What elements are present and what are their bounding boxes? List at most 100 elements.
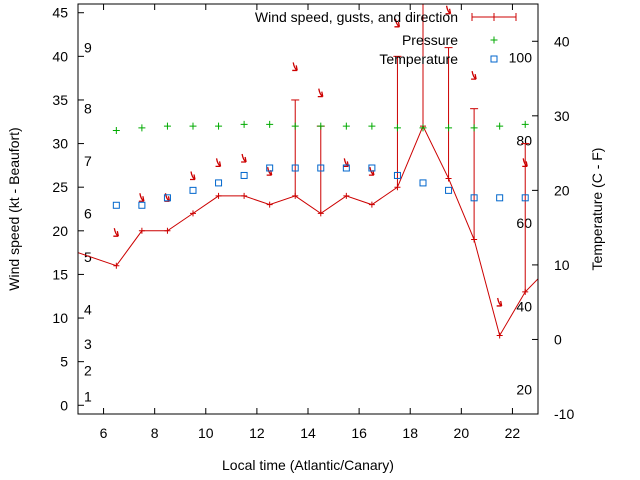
pressure-point [240, 120, 248, 128]
y-right-tick-label: -10 [554, 406, 574, 422]
fahrenheit-label: 80 [516, 132, 532, 148]
beaufort-label: 8 [84, 101, 92, 117]
fahrenheit-label: 60 [516, 215, 532, 231]
pressure-point [445, 124, 453, 132]
wind-direction-arrow [522, 158, 528, 168]
wind-speed-point [317, 210, 324, 217]
beaufort-label: 5 [84, 249, 92, 265]
wind-direction-arrow [317, 88, 324, 98]
temperature-point [342, 164, 350, 172]
beaufort-label: 4 [84, 301, 92, 317]
y-left-tick-label: 40 [52, 48, 68, 64]
wind-speed-point [190, 210, 196, 217]
axes: 6 8 10 12 14 16 18 20 22051015202530354045-10010… [52, 3, 574, 441]
fahrenheit-label: 40 [516, 299, 532, 315]
pressure-point [291, 122, 299, 130]
pressure-point [419, 124, 427, 132]
legend-label: Temperature [379, 51, 458, 67]
temperature-point [445, 186, 453, 194]
x-tick-label: 18 [402, 425, 418, 441]
y-right-tick-label: 30 [554, 108, 570, 124]
plot-area: 1 2 3 4 5 6 7 8 9 20 40 60 80 100 [78, 4, 554, 405]
wind-speed-point [266, 201, 273, 208]
pressure-point [215, 122, 223, 130]
legend-pressure-sample [490, 36, 498, 44]
legend: Wind speed, gusts, and direction Pressure… [255, 9, 517, 67]
y-left-tick-label: 0 [60, 397, 68, 413]
fahrenheit-label: 100 [509, 50, 533, 66]
wind-direction-arrow [471, 71, 477, 80]
legend-label: Wind speed, gusts, and direction [255, 9, 458, 25]
y-right-tick-label: 40 [554, 33, 570, 49]
pressure-point [112, 126, 120, 134]
y-left-tick-label: 45 [52, 5, 68, 21]
temperature-point [317, 164, 325, 172]
pressure-point [368, 122, 376, 130]
x-tick-label: 14 [300, 425, 316, 441]
y-left-tick-label: 35 [52, 92, 68, 108]
pressure-point [496, 122, 504, 130]
wind-direction-arrow [113, 228, 119, 237]
wind-speed-point [548, 263, 554, 269]
wind-speed-point [394, 184, 401, 191]
plot-frame [77, 3, 539, 415]
wind-speed-point [522, 288, 529, 295]
pressure-point [163, 122, 171, 130]
beaufort-label: 7 [84, 153, 92, 169]
x-tick-label: 16 [351, 425, 367, 441]
wind-speed-point [368, 201, 375, 208]
y-left-tick-label: 5 [60, 354, 68, 370]
beaufort-label: 1 [84, 389, 92, 405]
wind-direction-arrow [394, 18, 401, 28]
y-right-tick-label: 20 [554, 182, 570, 198]
pressure-point [521, 120, 529, 128]
wind-speed-point [343, 192, 350, 199]
y-right-axis-label: Temperature (C - F) [589, 148, 605, 271]
temperature-point [419, 179, 427, 187]
pressure-point [189, 122, 197, 130]
wind-direction-arrow [215, 158, 222, 168]
x-tick-label: 10 [198, 425, 214, 441]
y-left-tick-label: 30 [52, 136, 68, 152]
pressure-point [393, 124, 401, 132]
wind-speed-point [138, 227, 145, 234]
axis-labels: Local time (Atlantic/Canary) Wind speed (… [6, 127, 605, 473]
wind-speed-point [241, 192, 248, 199]
wind-speed-line [78, 124, 538, 337]
temperature-point [266, 164, 274, 172]
temperature-point [368, 164, 376, 172]
x-tick-label: 22 [505, 425, 521, 441]
temperature-point [496, 194, 504, 202]
x-tick-label: 20 [454, 425, 470, 441]
beaufort-label: 3 [84, 336, 92, 352]
wind-speed-point [471, 236, 478, 243]
pressure-point [470, 124, 478, 132]
wind-direction-arrow [445, 5, 452, 15]
wind-direction-arrow [292, 62, 298, 72]
wind-speed-point [292, 192, 299, 199]
y-left-tick-label: 10 [52, 310, 68, 326]
temperature-point [163, 194, 171, 202]
y-right-tick-label: 10 [554, 257, 570, 273]
beaufort-label: 6 [84, 205, 92, 221]
y-left-tick-label: 20 [52, 223, 68, 239]
wind-speed-point [164, 227, 171, 234]
x-axis-label: Local time (Atlantic/Canary) [222, 457, 394, 473]
y-right-tick-label: 0 [554, 331, 562, 347]
x-tick-label: 6 [100, 425, 108, 441]
wind-direction-arrow [343, 158, 349, 168]
plot-content: 1 2 3 4 5 6 7 8 9 20 40 60 80 100 [78, 4, 554, 405]
temperature-point [138, 201, 146, 209]
temperature-point [240, 171, 248, 179]
legend-temperature-sample [490, 55, 498, 63]
wind-direction-arrow [241, 153, 247, 163]
wind-direction-arrow [496, 297, 503, 307]
x-tick-label: 12 [249, 425, 265, 441]
temperature-point [470, 194, 478, 202]
wind-speed-point [445, 175, 452, 182]
wind-speed-point [113, 262, 120, 269]
y-left-tick-label: 15 [52, 266, 68, 282]
temperature-point [291, 164, 299, 172]
legend-label: Pressure [402, 32, 458, 48]
temperature-point [112, 201, 120, 209]
